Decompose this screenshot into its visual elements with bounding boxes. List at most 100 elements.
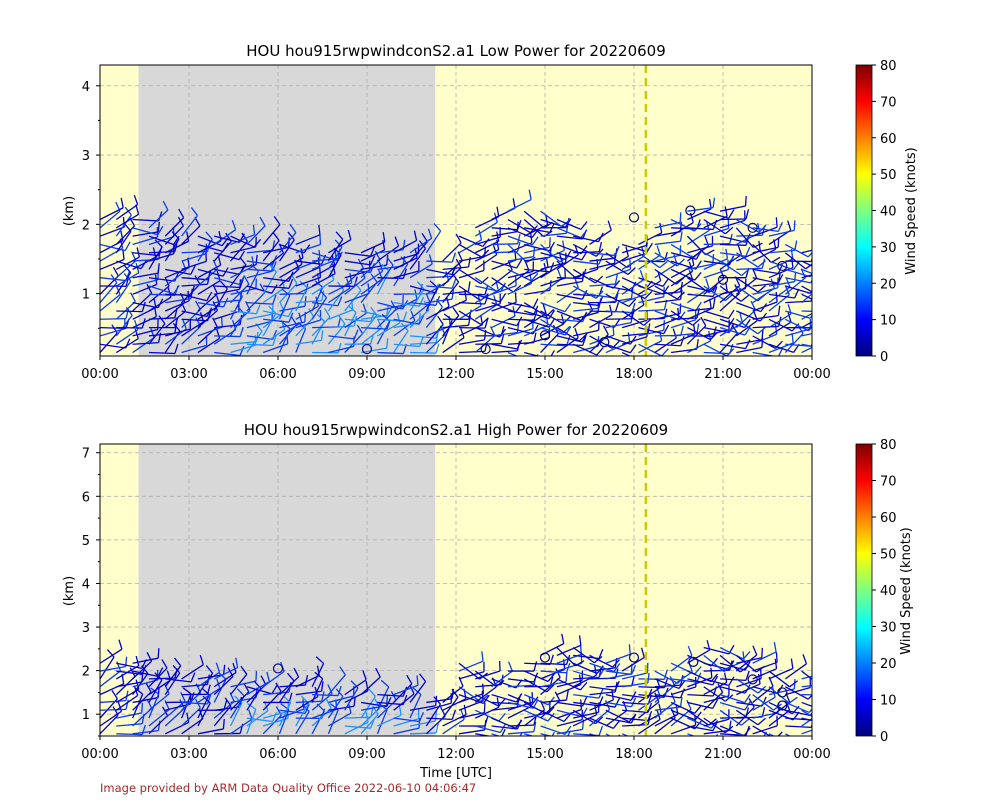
wind-barb bbox=[393, 252, 419, 262]
wind-barb-flag bbox=[598, 649, 604, 659]
wind-barb-flag bbox=[680, 336, 685, 346]
wind-barb-flag bbox=[628, 713, 637, 723]
wind-barb bbox=[735, 318, 759, 335]
wind-barb-flag bbox=[206, 694, 212, 705]
wind-barb-flag bbox=[828, 685, 831, 695]
wind-barb bbox=[115, 230, 132, 254]
wind-barb bbox=[801, 675, 812, 680]
wind-barb bbox=[540, 310, 564, 325]
wind-barb bbox=[246, 249, 273, 254]
wind-barb-flag bbox=[218, 672, 227, 680]
wind-barb bbox=[393, 263, 409, 287]
calm-marker bbox=[539, 652, 551, 663]
wind-barb-flag bbox=[190, 207, 198, 216]
wind-barb bbox=[785, 686, 811, 696]
wind-barb bbox=[295, 276, 321, 287]
wind-barb bbox=[491, 260, 517, 269]
wind-barb-flag bbox=[496, 231, 500, 242]
wind-barb bbox=[621, 319, 648, 329]
wind-barb-flag bbox=[362, 670, 367, 680]
wind-barb-flag bbox=[659, 260, 668, 269]
wind-barb bbox=[491, 230, 518, 237]
wind-barb bbox=[670, 302, 697, 312]
wind-barb bbox=[638, 280, 662, 295]
wind-barb bbox=[507, 318, 534, 321]
wind-barb-flag bbox=[719, 268, 725, 279]
wind-barb-flag bbox=[809, 314, 812, 319]
wind-barb-flag bbox=[410, 311, 416, 321]
wind-barb-flag bbox=[723, 672, 728, 683]
wind-barb bbox=[278, 295, 291, 320]
wind-barb bbox=[458, 302, 485, 305]
wind-barb-flag bbox=[418, 314, 425, 325]
wind-barb bbox=[523, 210, 545, 229]
wind-barb bbox=[230, 265, 255, 279]
wind-barb-flag bbox=[825, 715, 826, 725]
wind-barb bbox=[181, 277, 208, 281]
wind-barb bbox=[409, 309, 430, 329]
wind-barb bbox=[344, 333, 364, 353]
wind-barb bbox=[605, 268, 631, 279]
wind-barb bbox=[556, 709, 583, 718]
x-tick-label: 03:00 bbox=[170, 367, 207, 382]
wind-barb bbox=[785, 709, 811, 717]
wind-barb bbox=[115, 213, 139, 229]
wind-barb bbox=[670, 218, 695, 232]
wind-barb bbox=[328, 695, 354, 704]
wind-barb-flag bbox=[161, 659, 168, 669]
x-tick-label: 09:00 bbox=[348, 747, 385, 762]
wind-barb-flag bbox=[808, 707, 812, 713]
wind-barb bbox=[295, 339, 322, 345]
wind-barb-flag bbox=[629, 335, 637, 345]
wind-barb bbox=[425, 334, 446, 354]
wind-barb bbox=[540, 343, 567, 347]
wind-barb-flag bbox=[238, 275, 245, 285]
wind-barb bbox=[719, 678, 747, 682]
wind-barb bbox=[572, 268, 598, 279]
wind-barb-flag bbox=[440, 706, 446, 717]
calm-marker bbox=[777, 700, 788, 711]
wind-barb bbox=[589, 283, 616, 287]
wind-barb-flag bbox=[272, 232, 280, 241]
calm-marker bbox=[539, 330, 551, 341]
wind-barb-flag bbox=[205, 665, 214, 674]
wind-barb bbox=[605, 343, 631, 354]
wind-barb bbox=[100, 207, 124, 221]
credit-text: Image provided by ARM Data Quality Offic… bbox=[100, 781, 476, 795]
wind-barb bbox=[736, 683, 761, 696]
wind-barb-flag bbox=[174, 271, 180, 282]
wind-barb-flag bbox=[679, 696, 683, 708]
wind-barb-flag bbox=[239, 326, 244, 337]
wind-barb bbox=[164, 217, 185, 237]
wind-barb-flag bbox=[482, 694, 490, 704]
wind-barb bbox=[148, 332, 175, 337]
wind-barb bbox=[295, 266, 320, 279]
wind-barb-flag bbox=[212, 284, 218, 295]
wind-barb-flag bbox=[740, 718, 750, 726]
wind-barb bbox=[214, 706, 241, 711]
wind-barb-flag bbox=[731, 324, 738, 334]
wind-barb bbox=[540, 709, 565, 723]
wind-barb-flag bbox=[758, 240, 761, 251]
wind-barb-flag bbox=[418, 673, 427, 683]
wind-barb bbox=[409, 263, 433, 279]
wind-barb-flag bbox=[602, 325, 609, 335]
wind-barb bbox=[278, 680, 295, 703]
wind-barb bbox=[687, 227, 714, 231]
wind-barb-flag bbox=[546, 684, 555, 693]
wind-barb-flag bbox=[481, 249, 490, 258]
wind-barb-flag bbox=[827, 320, 828, 330]
wind-barb bbox=[524, 662, 551, 666]
wind-barb bbox=[328, 287, 351, 304]
wind-barb bbox=[752, 287, 778, 295]
x-tick-label: 21:00 bbox=[704, 367, 741, 382]
wind-barb bbox=[785, 318, 809, 332]
wind-barb-flag bbox=[614, 274, 619, 285]
wind-barb bbox=[197, 674, 224, 680]
wind-barb bbox=[491, 285, 517, 295]
wind-barb bbox=[132, 729, 159, 735]
wind-barb bbox=[752, 226, 778, 237]
wind-barb bbox=[638, 252, 661, 269]
wind-barb bbox=[703, 351, 730, 355]
wind-barb bbox=[719, 725, 745, 736]
